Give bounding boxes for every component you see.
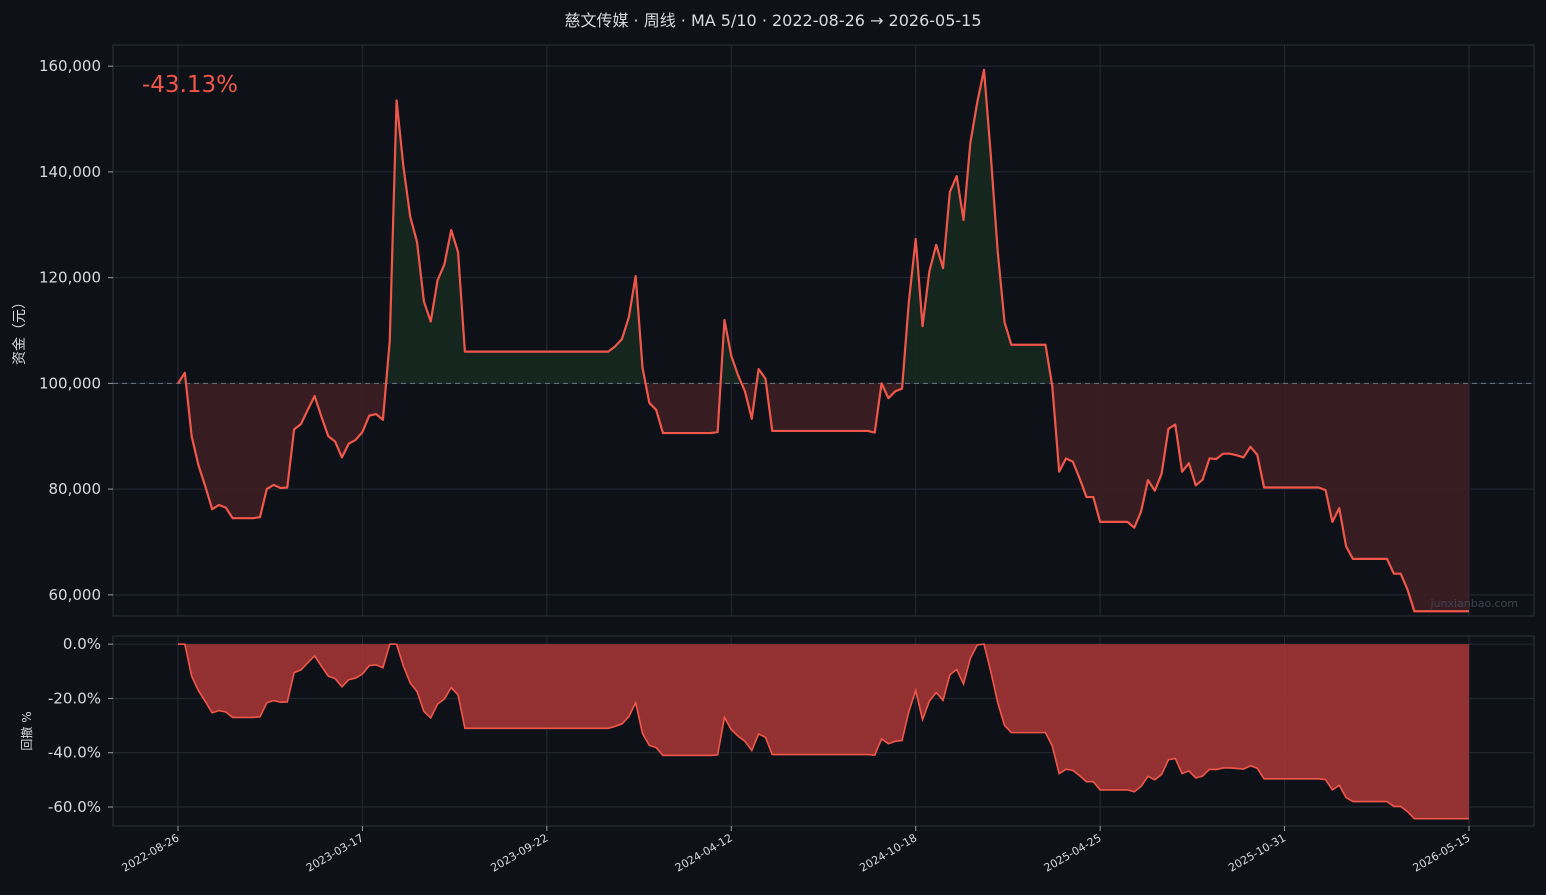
- x-tick-label: 2025-10-31: [1226, 831, 1288, 874]
- equity-y-tick-label: 80,000: [49, 480, 102, 498]
- drawdown-y-tick-label: -20.0%: [48, 689, 101, 707]
- x-tick-label: 2024-10-18: [857, 831, 919, 874]
- drawdown-y-axis-label: 回撤 %: [19, 711, 34, 750]
- drawdown-line: [178, 643, 1469, 820]
- gain-area: [720, 319, 742, 384]
- equity-grid: [113, 45, 1534, 616]
- equity-y-tick-label: 100,000: [39, 374, 101, 392]
- equity-y-tick-label: 140,000: [39, 163, 101, 181]
- drawdown-y-ticks: 0.0% -20.0% -40.0% -60.0%: [48, 635, 113, 816]
- x-tick-label: 2025-04-25: [1042, 831, 1104, 874]
- equity-y-ticks: 60,000 80,000 100,000 120,000 140,000 160,000: [39, 57, 113, 604]
- x-tick-label: 2022-08-26: [120, 831, 182, 874]
- chart-title: 慈文传媒 · 周线 · MA 5/10 · 2022-08-26 → 2026-…: [564, 11, 981, 30]
- x-tick-label: 2024-04-12: [673, 831, 735, 874]
- total-return-label: -43.13%: [142, 72, 238, 98]
- gain-area: [902, 69, 1052, 384]
- loss-area: [1051, 383, 1469, 612]
- equity-y-tick-label: 120,000: [39, 269, 101, 287]
- equity-y-axis-label: 资金（元）: [12, 295, 28, 365]
- drawdown-y-tick-label: -60.0%: [48, 798, 101, 816]
- equity-panel: 60,000 80,000 100,000 120,000 140,000 160,000…: [12, 44, 1535, 617]
- drawdown-panel: 0.0% -20.0% -40.0% -60.0% 回撤 %: [19, 635, 1535, 827]
- equity-plot-frame: [112, 44, 1535, 617]
- drawdown-y-tick-label: 0.0%: [63, 635, 101, 653]
- drawdown-y-tick-label: -40.0%: [48, 744, 101, 762]
- gain-area: [386, 100, 646, 384]
- drawdown-area: [178, 644, 1469, 819]
- equity-fills: [178, 69, 1469, 612]
- loss-area: [185, 383, 387, 519]
- x-tick-label: 2023-09-22: [488, 831, 550, 874]
- loss-area: [766, 383, 882, 433]
- drawdown-plot-frame: [112, 635, 1535, 827]
- watermark-text: junxianbao.com: [1429, 597, 1518, 610]
- x-tick-label: 2023-03-17: [304, 831, 366, 874]
- equity-line: [177, 68, 1469, 613]
- loss-area: [645, 383, 721, 434]
- equity-y-tick-label: 160,000: [39, 57, 101, 75]
- equity-y-tick-label: 60,000: [49, 586, 102, 604]
- x-axis-ticks: 2022-08-26 2023-03-17 2023-09-22 2024-04-12…: [120, 826, 1473, 875]
- x-tick-label: 2026-05-15: [1411, 831, 1473, 874]
